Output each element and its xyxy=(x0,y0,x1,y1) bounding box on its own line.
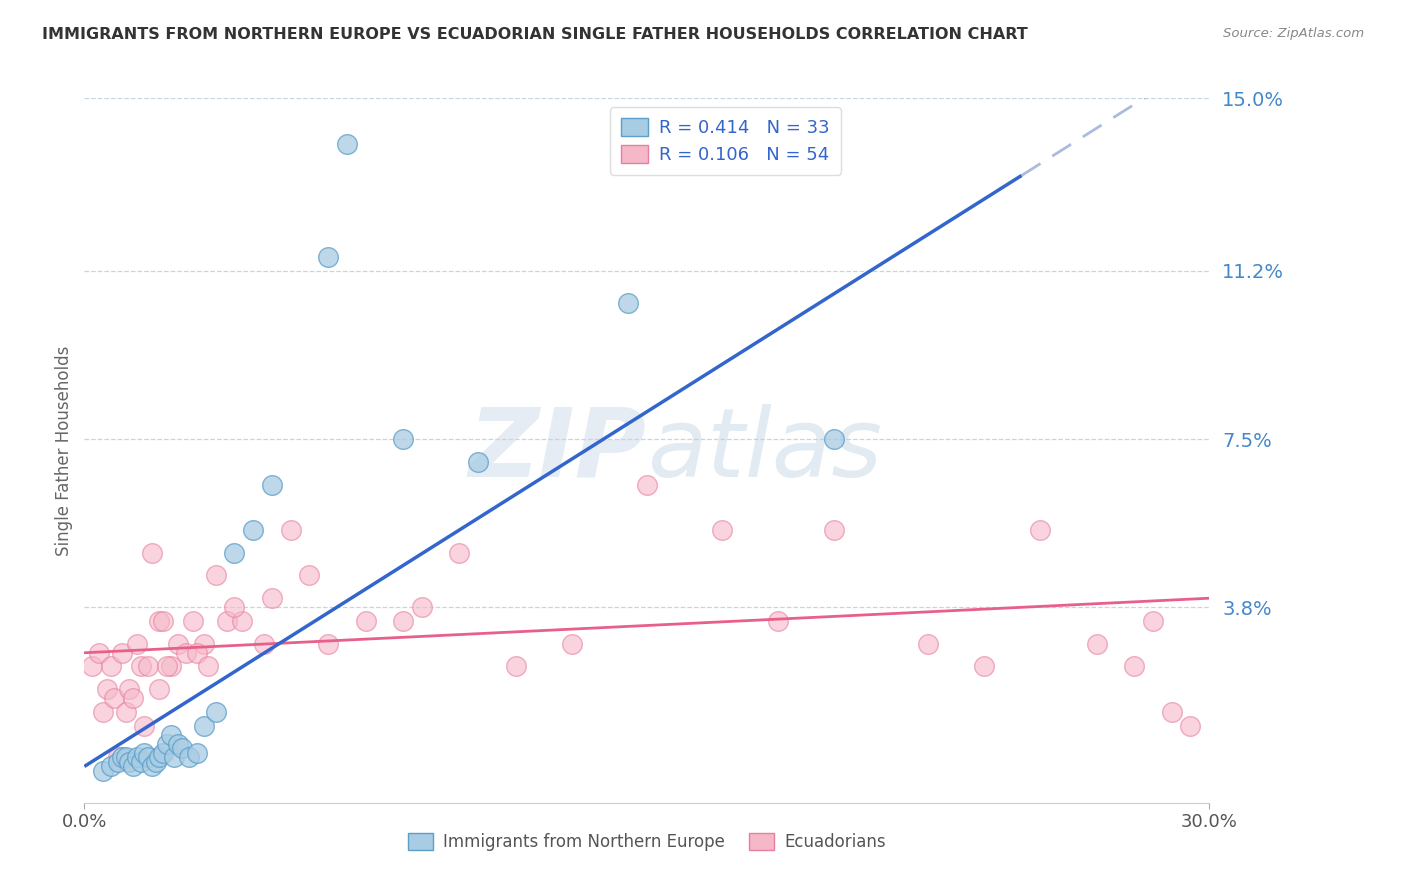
Point xyxy=(107,755,129,769)
Text: Source: ZipAtlas.com: Source: ZipAtlas.com xyxy=(1223,27,1364,40)
Point xyxy=(100,759,122,773)
Point xyxy=(1180,718,1202,732)
Point xyxy=(204,568,226,582)
Point xyxy=(973,659,995,673)
Point xyxy=(145,755,167,769)
Point xyxy=(152,614,174,628)
Point xyxy=(167,737,190,751)
Point xyxy=(636,477,658,491)
Point xyxy=(197,659,219,673)
Point xyxy=(111,750,134,764)
Point xyxy=(148,750,170,764)
Point xyxy=(710,523,733,537)
Point xyxy=(163,750,186,764)
Point xyxy=(316,637,339,651)
Point xyxy=(298,568,321,582)
Point xyxy=(1085,637,1108,651)
Point xyxy=(224,600,246,615)
Point xyxy=(152,746,174,760)
Point xyxy=(1123,659,1146,673)
Point xyxy=(114,705,136,719)
Point xyxy=(336,136,359,151)
Point xyxy=(148,682,170,697)
Point xyxy=(193,637,215,651)
Point xyxy=(823,523,845,537)
Point xyxy=(136,750,159,764)
Point xyxy=(204,705,226,719)
Point xyxy=(129,659,152,673)
Point xyxy=(107,750,129,764)
Point xyxy=(148,614,170,628)
Point xyxy=(392,432,415,446)
Point xyxy=(91,764,114,778)
Point xyxy=(129,755,152,769)
Text: atlas: atlas xyxy=(647,404,882,497)
Point xyxy=(260,591,283,606)
Point xyxy=(118,682,141,697)
Point xyxy=(125,637,148,651)
Point xyxy=(917,637,939,651)
Point xyxy=(766,614,789,628)
Point xyxy=(91,705,114,719)
Point xyxy=(134,718,156,732)
Point xyxy=(122,759,145,773)
Point xyxy=(170,741,193,756)
Point xyxy=(141,546,163,560)
Point xyxy=(186,646,208,660)
Point xyxy=(122,691,145,706)
Point xyxy=(467,455,489,469)
Point xyxy=(253,637,276,651)
Point xyxy=(111,646,134,660)
Legend: Immigrants from Northern Europe, Ecuadorians: Immigrants from Northern Europe, Ecuador… xyxy=(401,826,893,858)
Point xyxy=(156,659,179,673)
Point xyxy=(1160,705,1182,719)
Point xyxy=(260,477,283,491)
Point xyxy=(1029,523,1052,537)
Point xyxy=(280,523,302,537)
Point xyxy=(561,637,583,651)
Point xyxy=(449,546,471,560)
Point xyxy=(193,718,215,732)
Point xyxy=(159,728,181,742)
Point xyxy=(96,682,118,697)
Point xyxy=(411,600,433,615)
Point xyxy=(100,659,122,673)
Point xyxy=(159,659,181,673)
Y-axis label: Single Father Households: Single Father Households xyxy=(55,345,73,556)
Point xyxy=(103,691,125,706)
Point xyxy=(136,659,159,673)
Point xyxy=(224,546,246,560)
Point xyxy=(354,614,377,628)
Point xyxy=(231,614,253,628)
Point xyxy=(215,614,238,628)
Point xyxy=(505,659,527,673)
Point xyxy=(242,523,264,537)
Point xyxy=(141,759,163,773)
Point xyxy=(179,750,201,764)
Point xyxy=(617,295,640,310)
Point xyxy=(392,614,415,628)
Point xyxy=(823,432,845,446)
Point xyxy=(1142,614,1164,628)
Point xyxy=(316,250,339,264)
Point xyxy=(80,659,103,673)
Point xyxy=(118,755,141,769)
Text: ZIP: ZIP xyxy=(468,404,647,497)
Point xyxy=(89,646,111,660)
Point xyxy=(174,646,197,660)
Point xyxy=(125,750,148,764)
Point xyxy=(186,746,208,760)
Point xyxy=(114,750,136,764)
Point xyxy=(167,637,190,651)
Point xyxy=(181,614,204,628)
Point xyxy=(156,737,179,751)
Point xyxy=(134,746,156,760)
Text: IMMIGRANTS FROM NORTHERN EUROPE VS ECUADORIAN SINGLE FATHER HOUSEHOLDS CORRELATI: IMMIGRANTS FROM NORTHERN EUROPE VS ECUAD… xyxy=(42,27,1028,42)
